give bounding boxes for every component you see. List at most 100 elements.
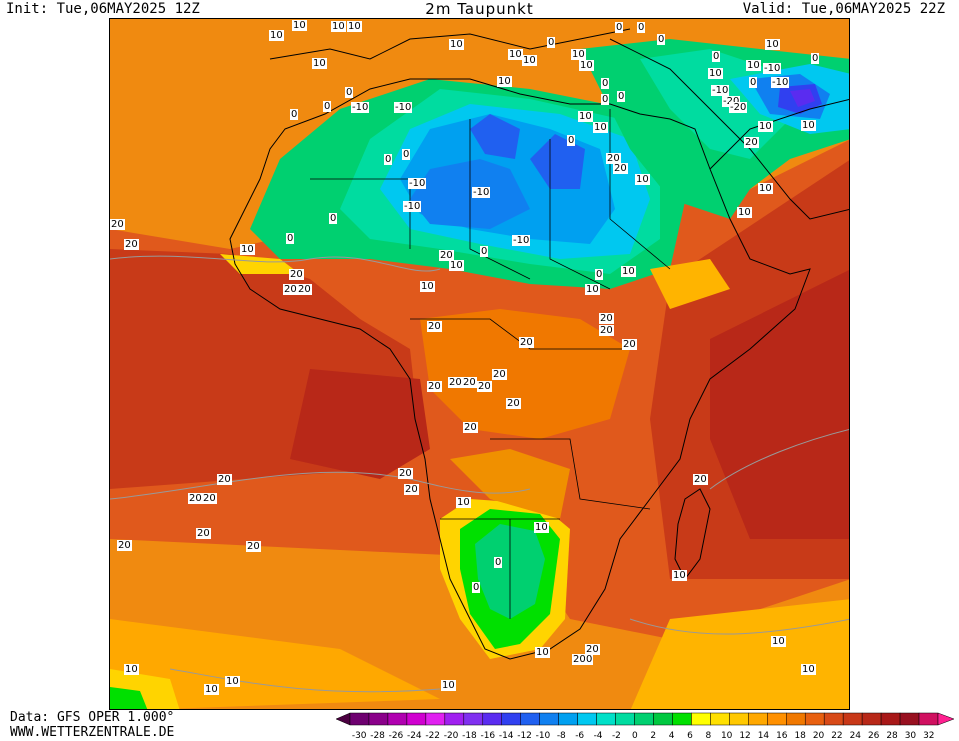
legend-tick-label: 14 bbox=[758, 731, 770, 741]
legend-swatch bbox=[899, 712, 920, 726]
contour-label: 20 bbox=[477, 381, 492, 392]
contour-label: 20 bbox=[744, 137, 759, 148]
contour-label: 10 bbox=[765, 39, 780, 50]
dewpoint-map: 10 10 10 10 10 0 0 0 -10 -10 0 0 -10 -10 -10 -10 0 0 10 20 2… bbox=[109, 18, 850, 710]
contour-label: 0 bbox=[345, 87, 354, 98]
contour-label: 0 bbox=[637, 22, 646, 33]
legend-swatch bbox=[842, 712, 863, 726]
contour-label: 10 bbox=[312, 58, 327, 69]
init-time-label: Init: Tue,06MAY2025 12Z bbox=[6, 1, 200, 17]
legend-tick-label: -2 bbox=[612, 731, 621, 741]
contour-label: 0 bbox=[601, 94, 610, 105]
contour-label: 10 bbox=[585, 284, 600, 295]
contour-label: -20 bbox=[722, 96, 741, 107]
contour-label: 0 bbox=[329, 213, 338, 224]
legend-tick-label: 16 bbox=[776, 731, 788, 741]
legend-tick-label: 18 bbox=[794, 731, 806, 741]
contour-label: 10 bbox=[456, 497, 471, 508]
contour-label: 0 bbox=[494, 557, 503, 568]
contour-label: 20 bbox=[110, 219, 125, 230]
legend-tick-label: -26 bbox=[389, 731, 404, 741]
legend-tick-label: 32 bbox=[923, 731, 934, 741]
contour-label: -10 bbox=[403, 201, 422, 212]
footer: Data: GFS OPER 1.000° WWW.WETTERZENTRALE… bbox=[10, 710, 174, 740]
legend-tick-label: -22 bbox=[425, 731, 440, 741]
legend-swatch bbox=[729, 712, 749, 726]
contour-label: 10 bbox=[240, 244, 255, 255]
legend-swatch bbox=[786, 712, 806, 726]
legend-tick-label: -28 bbox=[370, 731, 385, 741]
contour-label: -10 bbox=[472, 187, 491, 198]
contour-label: 0 bbox=[402, 149, 411, 160]
contour-label: 20 bbox=[124, 239, 139, 250]
legend-swatch bbox=[710, 712, 730, 726]
contour-label: 20 bbox=[202, 493, 217, 504]
legend-swatch bbox=[349, 712, 370, 726]
contour-label: 0 bbox=[712, 51, 721, 62]
legend-tick-label: -12 bbox=[517, 731, 532, 741]
contour-label: 10 bbox=[449, 260, 464, 271]
contour-label: 10 bbox=[578, 111, 593, 122]
contour-label: 10 bbox=[593, 122, 608, 133]
contour-label: 10 bbox=[801, 664, 816, 675]
contour-label: 20 bbox=[289, 269, 304, 280]
valid-time-label: Valid: Tue,06MAY2025 22Z bbox=[742, 1, 945, 17]
contour-label: 10 bbox=[758, 121, 773, 132]
contour-label: -10 bbox=[512, 235, 531, 246]
contour-label: -10 bbox=[351, 102, 370, 113]
contour-label: 10 bbox=[534, 522, 549, 533]
legend-swatch bbox=[823, 712, 844, 726]
contour-label: 20 bbox=[506, 398, 521, 409]
legend-tick-label: -16 bbox=[480, 731, 495, 741]
legend-swatch bbox=[804, 712, 825, 726]
contour-label: 10 bbox=[579, 60, 594, 71]
contour-label: 20 bbox=[188, 493, 203, 504]
legend-tick-label: -6 bbox=[575, 731, 584, 741]
legend-swatch bbox=[444, 712, 465, 726]
contour-label: 0 bbox=[480, 246, 489, 257]
legend-swatch bbox=[615, 712, 635, 726]
legend-swatch bbox=[653, 712, 673, 726]
legend-tick-label: -18 bbox=[462, 731, 477, 741]
contour-label: 20 bbox=[217, 474, 232, 485]
contour-label: 20 bbox=[492, 369, 507, 380]
legend-tick-label: 0 bbox=[632, 731, 638, 741]
contour-label: 10 bbox=[347, 21, 362, 32]
contour-label: -20 bbox=[729, 102, 748, 113]
legend-swatch bbox=[425, 712, 446, 726]
contour-label: 20 bbox=[404, 484, 419, 495]
legend-swatch bbox=[634, 712, 654, 726]
contour-label: 0 bbox=[601, 78, 610, 89]
contour-label: 10 bbox=[449, 39, 464, 50]
legend-tick-label: 10 bbox=[721, 731, 733, 741]
contour-label: 20 bbox=[693, 474, 708, 485]
contour-label: 20 bbox=[613, 163, 628, 174]
contour-label: 10 bbox=[535, 647, 550, 658]
contour-label: -10 bbox=[771, 77, 790, 88]
legend-tick-label: 20 bbox=[813, 731, 825, 741]
data-source-label: Data: GFS OPER 1.000° bbox=[10, 710, 175, 725]
contour-label: 10 bbox=[621, 266, 636, 277]
legend-swatch bbox=[558, 712, 578, 726]
legend-swatch bbox=[463, 712, 484, 726]
legend-tick-label: 22 bbox=[831, 731, 842, 741]
contour-label: 0 bbox=[567, 135, 576, 146]
contour-label: -10 bbox=[711, 85, 730, 96]
contour-label: 10 bbox=[708, 68, 723, 79]
legend-tick-label: 2 bbox=[650, 731, 656, 741]
contour-label: 20 bbox=[572, 654, 587, 665]
contour-label: 20 bbox=[599, 325, 614, 336]
contour-label: 10 bbox=[269, 30, 284, 41]
contour-label: 10 bbox=[746, 60, 761, 71]
contour-label: 0 bbox=[585, 654, 594, 665]
legend-swatch bbox=[577, 712, 597, 726]
contour-label: 20 bbox=[622, 339, 637, 350]
contour-label: 20 bbox=[283, 284, 298, 295]
contour-label: 10 bbox=[522, 55, 537, 66]
legend-swatch bbox=[482, 712, 502, 726]
contour-label: 0 bbox=[615, 22, 624, 33]
contour-label: 10 bbox=[771, 636, 786, 647]
legend-tick-label: -30 bbox=[352, 731, 367, 741]
legend-tick-label: 28 bbox=[886, 731, 898, 741]
contour-label: 0 bbox=[811, 53, 820, 64]
